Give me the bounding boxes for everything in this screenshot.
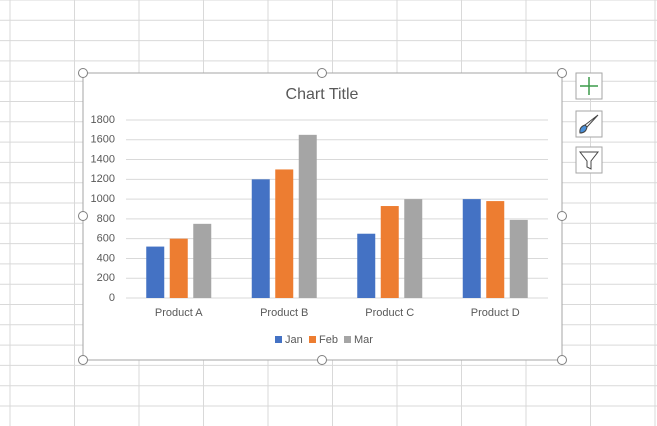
legend-label: Feb xyxy=(319,334,338,346)
bar xyxy=(275,169,294,298)
legend-swatch xyxy=(344,336,351,343)
chart-title: Chart Title xyxy=(286,86,359,103)
x-tick-label: Product C xyxy=(365,307,414,319)
y-tick-label: 1600 xyxy=(91,134,115,146)
bar xyxy=(404,199,423,298)
bar xyxy=(357,233,376,298)
legend-swatch xyxy=(275,336,282,343)
bar xyxy=(146,246,165,298)
bar xyxy=(193,223,212,298)
bar xyxy=(169,238,188,298)
bar xyxy=(509,219,528,298)
handle xyxy=(557,68,567,78)
chart-filters-button[interactable] xyxy=(575,146,603,174)
selection-handles xyxy=(78,68,567,365)
y-tick-label: 1400 xyxy=(91,153,115,165)
handle xyxy=(78,211,88,221)
chart-styles-button[interactable] xyxy=(575,110,603,138)
bar xyxy=(298,134,317,298)
x-tick-label: Product A xyxy=(155,307,203,319)
handle xyxy=(78,355,88,365)
handle xyxy=(78,68,88,78)
icon xyxy=(578,151,600,170)
handle xyxy=(317,68,327,78)
y-tick-label: 1800 xyxy=(91,114,115,126)
legend-label: Mar xyxy=(354,334,373,346)
bar xyxy=(486,201,505,298)
legend-label: Jan xyxy=(285,334,303,346)
y-tick-label: 0 xyxy=(109,292,115,304)
chart-area[interactable] xyxy=(82,72,563,361)
handle xyxy=(317,355,327,365)
x-tick-label: Product D xyxy=(471,307,520,319)
bar xyxy=(251,179,270,298)
y-tick-label: 600 xyxy=(97,233,115,245)
legend-swatch xyxy=(309,336,316,343)
bar xyxy=(462,199,481,298)
handle xyxy=(557,211,567,221)
plot: 0 200 400 600 800 1000 1200 1400 1600 1800 Product… xyxy=(91,114,548,346)
bar xyxy=(380,206,399,298)
y-tick-label: 1000 xyxy=(91,193,115,205)
y-tick-label: 1200 xyxy=(91,173,115,185)
y-tick-label: 800 xyxy=(97,213,115,225)
icon xyxy=(579,124,588,134)
y-tick-label: 400 xyxy=(97,252,115,264)
handle xyxy=(557,355,567,365)
chart-elements-button[interactable] xyxy=(575,72,603,100)
x-tick-label: Product B xyxy=(260,307,308,319)
y-tick-label: 200 xyxy=(97,272,115,284)
